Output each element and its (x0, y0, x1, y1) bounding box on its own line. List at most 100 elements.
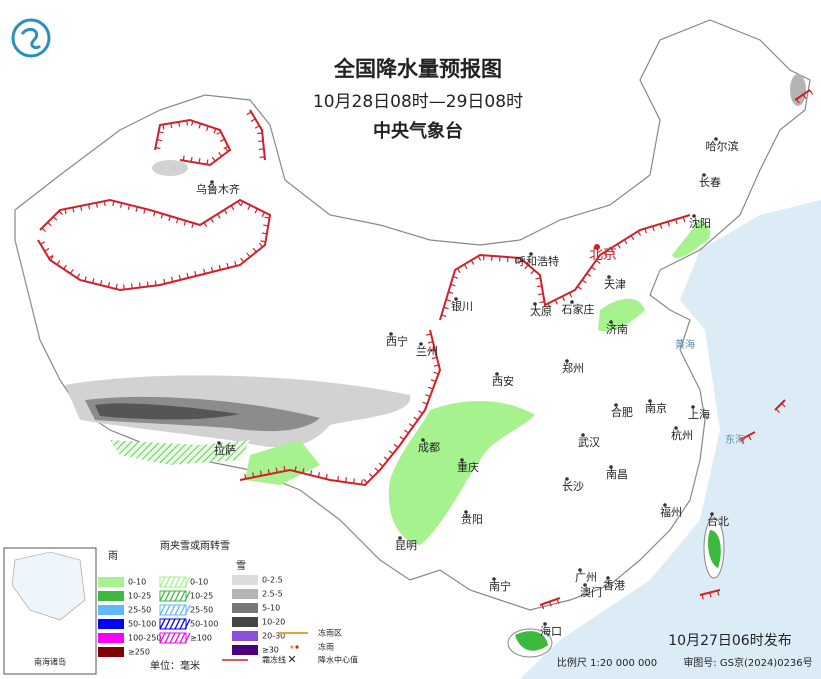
frost-tick (275, 467, 278, 473)
frost-tick (368, 473, 374, 478)
frost-tick (441, 314, 447, 318)
city-dot (710, 512, 714, 516)
frost-tick (393, 443, 399, 448)
legend-hatch (164, 576, 171, 588)
frost-tick (87, 204, 91, 210)
logo-mark (20, 27, 42, 50)
city-label: 兰州 (416, 345, 438, 358)
legend-hatch (169, 632, 176, 644)
legend-label: 20-30 (262, 632, 285, 641)
city-label: 沈阳 (689, 216, 711, 230)
legend-hatch (164, 632, 171, 644)
city-dot (495, 372, 499, 376)
frost-tick (58, 210, 63, 215)
frost-tick (538, 293, 544, 296)
city-label: 南京 (645, 401, 667, 415)
city-label: 哈尔滨 (706, 139, 739, 153)
frost-line (774, 399, 786, 411)
legend-hatch (184, 632, 191, 644)
frost-tick (252, 472, 255, 478)
legend-hatch (169, 576, 176, 588)
legend-label: ≥250 (128, 648, 150, 657)
frost-tick (388, 450, 394, 455)
frost-tick (413, 416, 419, 421)
legend-symbol-label: 冻雨区 (318, 628, 342, 638)
frost-tick (263, 224, 269, 227)
legend-hatch (164, 590, 171, 602)
frost-tick (591, 266, 596, 271)
city-label: 香港 (603, 579, 625, 592)
frost-tick (630, 235, 635, 241)
frost-tick (72, 207, 75, 213)
frost-tick (115, 284, 118, 290)
frost-tick (210, 266, 214, 272)
city-dot (606, 576, 610, 580)
legend-hatch (174, 604, 181, 616)
legend-hatch (159, 632, 166, 644)
legend-swatch (159, 632, 187, 644)
legend-hatch (179, 618, 186, 630)
legend-hatch (164, 618, 171, 630)
legend-label: ≥30 (262, 646, 279, 655)
frost-tick (56, 260, 61, 266)
legend-label: 50-100 (128, 620, 156, 629)
frost-tick (223, 209, 228, 215)
legend-hatch (184, 576, 191, 588)
frost-tick (539, 301, 545, 304)
frost-tick (283, 465, 286, 472)
frost-line (239, 329, 442, 487)
frost-tick (160, 213, 164, 219)
frost-tick (69, 269, 74, 274)
city-label: 重庆 (457, 460, 479, 474)
legend-hatch (179, 604, 186, 616)
legend-unit: 单位：毫米 (150, 659, 200, 672)
city-label: 成都 (418, 441, 440, 454)
legend-swatch (159, 618, 187, 630)
city-dot (570, 300, 574, 304)
frost-tick (418, 410, 423, 414)
city-dot (533, 302, 537, 306)
legend-hatch (169, 618, 176, 630)
frost-tick (258, 242, 263, 248)
frost-tick (536, 285, 542, 288)
frost-tick (127, 204, 131, 210)
frost-tick (422, 401, 428, 405)
frost-tick (155, 146, 161, 150)
frost-tick (244, 473, 247, 479)
legend-symbol (290, 645, 294, 649)
legend-label: ≥100 (190, 634, 212, 643)
frost-tick (95, 202, 98, 208)
rain-area (515, 631, 548, 651)
legend-swatch (159, 576, 187, 588)
frost-tick (431, 356, 437, 360)
city-dot (614, 403, 618, 407)
frost-tick (206, 159, 209, 165)
frost-tick (206, 125, 209, 131)
frost-tick (44, 248, 50, 252)
city-label: 广州 (575, 571, 597, 584)
frost-tick (219, 138, 225, 142)
city-label: 银川 (451, 299, 473, 313)
legend-label: 2.5-5 (262, 590, 283, 599)
legend-hatch (174, 576, 181, 588)
frost-tick (427, 386, 434, 390)
legend-swatch (159, 590, 187, 602)
frost-tick (158, 131, 164, 134)
frost-line (739, 431, 756, 441)
legend-label: 0-10 (190, 578, 208, 587)
frost-tick (652, 226, 655, 232)
frost-tick (448, 291, 454, 295)
frost-tick (667, 221, 670, 227)
issued-time: 10月27日06时发布 (668, 633, 791, 649)
frost-tick (426, 333, 432, 336)
frost-tick (345, 477, 347, 483)
city-dot (460, 458, 464, 462)
frost-tick (775, 408, 780, 413)
legend-hatch (169, 590, 176, 602)
frost-tick (404, 429, 409, 434)
city-dot (454, 297, 458, 301)
legend-swatch (232, 589, 258, 599)
frost-tick (264, 216, 270, 219)
city-label: 武汉 (578, 436, 600, 449)
frost-tick (796, 98, 800, 104)
